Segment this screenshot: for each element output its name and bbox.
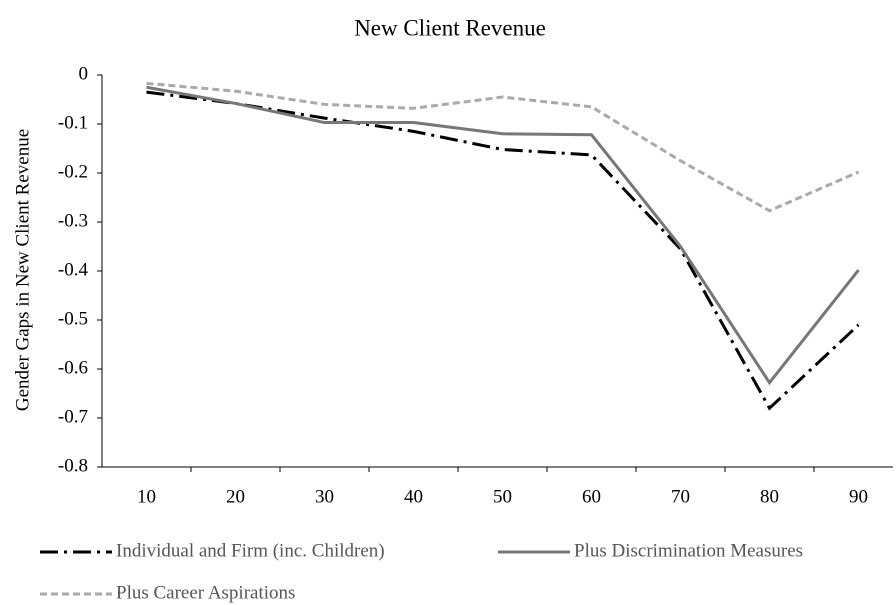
x-tick-label: 70 <box>671 486 690 507</box>
x-tick-label: 10 <box>137 486 156 507</box>
x-tick-label: 60 <box>582 486 601 507</box>
y-axis-label: Gender Gaps in New Client Revenue <box>12 129 33 411</box>
y-tick-label: 0 <box>79 63 89 84</box>
series-line <box>146 90 860 411</box>
y-tick-label: -0.1 <box>58 112 88 133</box>
x-tick-label: 30 <box>315 486 334 507</box>
series-line <box>146 81 860 213</box>
y-tick-label: -0.7 <box>58 406 88 427</box>
x-tick-label: 50 <box>493 486 512 507</box>
legend-label: Plus Career Aspirations <box>116 582 295 603</box>
y-tick-label: -0.3 <box>58 210 88 231</box>
legend-label: Individual and Firm (inc. Children) <box>116 540 385 561</box>
x-tick-label: 20 <box>226 486 245 507</box>
x-tick-label: 40 <box>404 486 423 507</box>
y-tick-label: -0.6 <box>58 357 88 378</box>
x-tick-label: 90 <box>849 486 868 507</box>
y-tick-label: -0.5 <box>58 308 88 329</box>
series-line <box>146 85 860 386</box>
legend-label: Plus Discrimination Measures <box>574 540 803 561</box>
y-tick-label: -0.8 <box>58 455 88 476</box>
y-tick-label: -0.4 <box>58 259 89 280</box>
chart-title: New Client Revenue <box>354 15 546 40</box>
x-tick-label: 80 <box>760 486 779 507</box>
y-tick-label: -0.2 <box>58 161 88 182</box>
